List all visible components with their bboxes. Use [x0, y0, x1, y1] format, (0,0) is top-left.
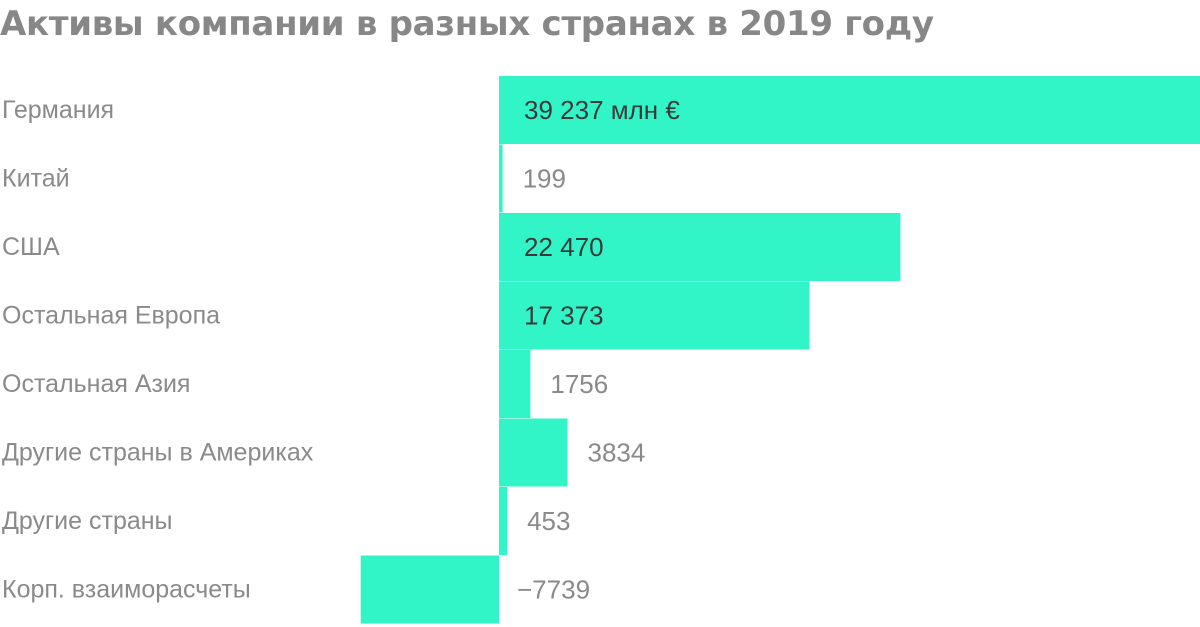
bar [360, 555, 499, 624]
value-label: 453 [527, 506, 570, 536]
category-label: Германия [2, 96, 114, 124]
value-label: 17 373 [524, 301, 604, 331]
category-label: Китай [2, 165, 70, 193]
chart-title: Активы компании в разных странах в 2019 … [0, 4, 934, 44]
category-label: Другие страны в Америках [2, 439, 314, 467]
category-label: Другие страны [2, 507, 173, 535]
value-label: 39 237 млн € [524, 95, 680, 125]
bar [499, 213, 901, 281]
category-label: Корп. взаиморасчеты [2, 576, 251, 604]
bars-layer [360, 76, 1200, 624]
value-label: 3834 [588, 438, 646, 468]
labels-layer: Германия 39 237 млн € Китай 199 США 22 470 Ост… [2, 95, 680, 605]
category-label: Остальная Азия [2, 370, 190, 398]
bar [499, 144, 503, 213]
value-label: 199 [523, 164, 566, 194]
bar [499, 418, 568, 487]
bar [499, 350, 531, 418]
bar [499, 281, 810, 350]
bar [499, 76, 1200, 144]
value-label: −7739 [517, 575, 590, 605]
category-label: США [2, 233, 60, 261]
category-label: Остальная Европа [2, 302, 220, 330]
value-label: 22 470 [524, 232, 604, 262]
bar [499, 487, 508, 555]
value-label: 1756 [550, 369, 608, 399]
